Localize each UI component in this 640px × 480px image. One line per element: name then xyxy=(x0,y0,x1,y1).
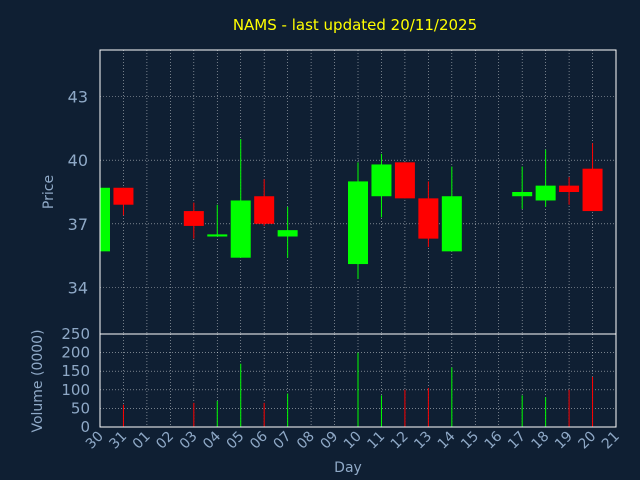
volume-tick-label: 250 xyxy=(61,325,90,343)
candle-body xyxy=(100,187,110,252)
candle-body xyxy=(535,185,556,201)
x-tick-label: 02 xyxy=(153,429,177,453)
price-tick-label: 43 xyxy=(68,88,88,107)
candle-body xyxy=(394,162,415,199)
x-tick-label: 15 xyxy=(458,429,482,453)
candle-body xyxy=(207,234,228,237)
x-tick-label: 13 xyxy=(411,429,435,453)
x-tick-label: 08 xyxy=(294,429,318,453)
candle-body xyxy=(183,211,204,226)
chart-title: NAMS - last updated 20/11/2025 xyxy=(233,16,477,34)
x-tick-label: 04 xyxy=(200,428,224,452)
volume-tick-label: 0 xyxy=(80,418,90,436)
x-axis-label: Day xyxy=(334,460,362,476)
x-tick-label: 16 xyxy=(482,428,506,452)
x-tick-label: 05 xyxy=(224,429,248,453)
volume-tick-label: 150 xyxy=(61,362,90,380)
candle-body xyxy=(441,196,462,252)
x-tick-label: 31 xyxy=(106,429,130,453)
candle-body xyxy=(582,168,603,212)
x-tick-label: 21 xyxy=(599,429,623,453)
x-tick-label: 14 xyxy=(435,428,459,452)
x-tick-label: 06 xyxy=(247,428,271,452)
x-tick-label: 11 xyxy=(364,429,388,453)
candle-body xyxy=(113,187,134,205)
x-tick-label: 09 xyxy=(317,429,341,453)
x-tick-label: 17 xyxy=(505,429,529,453)
x-tick-label: 10 xyxy=(341,429,365,453)
candle-body xyxy=(512,192,533,197)
axes xyxy=(99,49,617,428)
x-tick-label: 18 xyxy=(529,429,553,453)
candle-body xyxy=(277,230,298,237)
x-tick-label: 12 xyxy=(388,429,412,453)
volume-axis-label: Volume (0000) xyxy=(30,329,46,432)
x-tick-label: 20 xyxy=(575,429,599,453)
candle-body xyxy=(371,164,392,197)
volume-panel-frame xyxy=(99,333,617,428)
x-tick-label: 19 xyxy=(552,429,576,453)
candle-body xyxy=(559,185,580,192)
candle-body xyxy=(230,200,251,258)
price-axis-label: Price xyxy=(41,175,57,209)
candle-body xyxy=(418,198,439,239)
price-tick-label: 34 xyxy=(68,278,88,297)
volume-tick-label: 100 xyxy=(61,381,90,399)
candle-body xyxy=(348,181,368,265)
price-candles xyxy=(99,139,603,279)
x-tick-label: 01 xyxy=(130,429,154,453)
volume-tick-label: 200 xyxy=(61,344,90,362)
x-tick-label: 07 xyxy=(271,429,295,453)
candle-body xyxy=(254,196,275,224)
volume-tick-label: 50 xyxy=(71,399,90,417)
price-tick-label: 40 xyxy=(68,151,88,170)
tick-labels: 30 31 01 02 03 04 05 06 07 08 09 10 11 12 13 14 15 16 17 18… xyxy=(61,88,622,453)
x-tick-label: 03 xyxy=(177,429,201,453)
price-tick-label: 37 xyxy=(68,215,88,234)
